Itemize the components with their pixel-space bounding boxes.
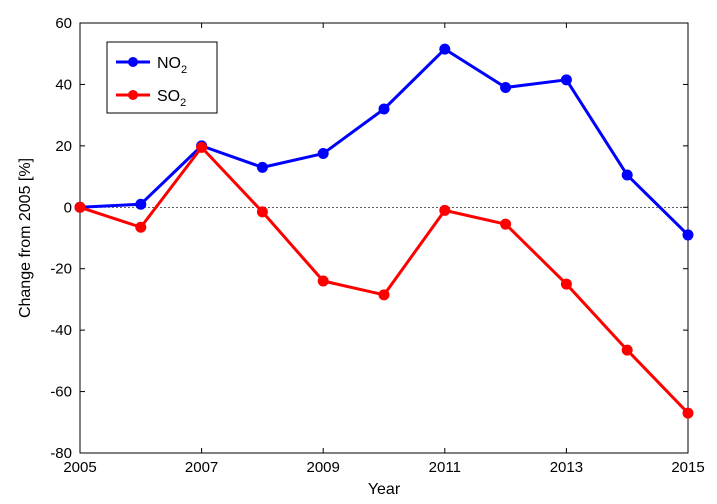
data-point-so2 (560, 278, 572, 290)
data-point-so2 (74, 201, 86, 213)
y-tick-label: 40 (55, 76, 72, 93)
data-point-so2 (621, 344, 633, 356)
y-tick-label: -20 (50, 261, 72, 278)
y-tick-label: 60 (55, 15, 72, 32)
y-axis-title: Change from 2005 [%] (17, 158, 34, 318)
data-point-no2 (682, 229, 694, 241)
legend-box (106, 41, 218, 114)
x-axis-title: Year (368, 481, 401, 498)
x-tick-label: 2005 (63, 459, 96, 476)
data-point-so2 (378, 289, 390, 301)
data-point-no2 (317, 148, 329, 160)
data-point-so2 (135, 221, 147, 233)
x-tick-label: 2007 (185, 459, 218, 476)
x-tick-label: 2009 (307, 459, 340, 476)
data-point-so2 (317, 275, 329, 287)
data-point-no2 (135, 198, 147, 210)
y-tick-label: -40 (50, 322, 72, 339)
legend-marker-so2 (128, 90, 138, 100)
data-point-no2 (500, 82, 512, 93)
data-point-no2 (256, 161, 268, 173)
y-tick-label: -80 (50, 445, 72, 462)
x-tick-label: 2013 (550, 459, 583, 476)
y-tick-label: 0 (64, 199, 72, 216)
axis-ticks: -80 -60 -40 -20 0 20 40 60 2005 2007 2009 2011 2013 2… (50, 15, 704, 476)
data-point-so2 (256, 206, 268, 218)
data-point-so2 (682, 407, 694, 419)
data-point-so2 (500, 218, 512, 230)
x-tick-label: 2015 (671, 459, 704, 476)
data-point-so2 (196, 141, 208, 153)
data-point-no2 (621, 169, 633, 181)
legend-marker-no2 (128, 57, 138, 67)
series-layer (74, 43, 694, 419)
data-point-no2 (378, 103, 390, 115)
x-tick-label: 2011 (429, 459, 461, 476)
data-point-so2 (439, 204, 451, 216)
y-tick-label: -60 (50, 384, 72, 401)
legend-label-so2: SO2 (157, 88, 186, 109)
y-tick-label: 20 (55, 138, 72, 155)
data-point-no2 (439, 43, 451, 55)
legend-label-no2: NO2 (157, 55, 187, 76)
legend: NO2 SO2 (106, 41, 218, 114)
data-point-no2 (560, 74, 572, 86)
